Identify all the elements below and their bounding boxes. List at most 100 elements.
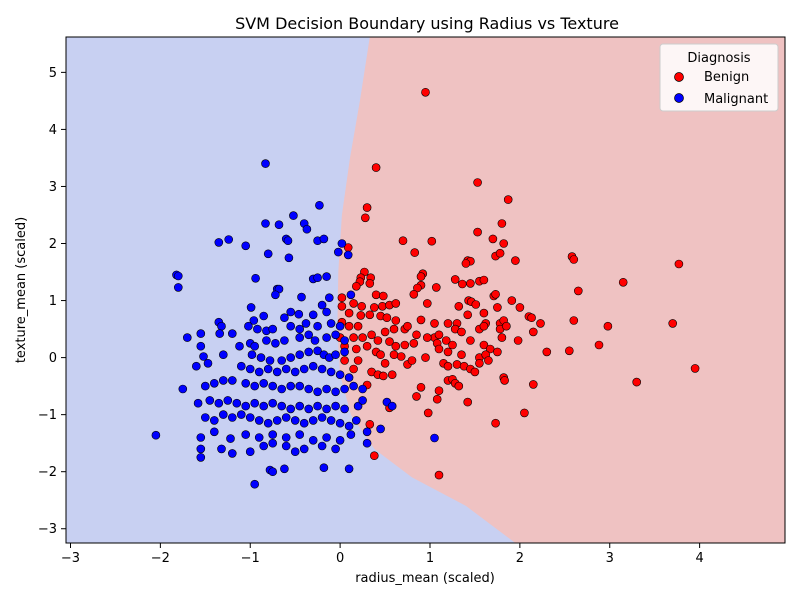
malignant-point-101 bbox=[210, 378, 219, 388]
malignant-point-109 bbox=[286, 381, 296, 391]
malignant-point-6 bbox=[302, 224, 312, 234]
malignant-point-30 bbox=[324, 293, 334, 303]
malignant-point-127 bbox=[277, 401, 287, 411]
malignant-point-15 bbox=[343, 250, 353, 260]
malignant-point-40 bbox=[249, 316, 259, 325]
benign-point-159 bbox=[500, 376, 509, 385]
benign-point-172 bbox=[491, 418, 500, 428]
malignant-point-19 bbox=[174, 271, 183, 281]
benign-point-135 bbox=[690, 364, 700, 373]
benign-point-149 bbox=[349, 364, 358, 374]
malignant-point-28 bbox=[271, 290, 280, 300]
malignant-point-158 bbox=[376, 424, 385, 434]
benign-point-42 bbox=[378, 291, 388, 301]
benign-point-108 bbox=[409, 338, 419, 348]
malignant-point-47 bbox=[301, 319, 311, 328]
benign-point-93 bbox=[434, 330, 444, 340]
malignant-point-16 bbox=[333, 247, 343, 257]
malignant-point-134 bbox=[340, 404, 349, 414]
malignant-point-64 bbox=[250, 341, 259, 351]
benign-point-80 bbox=[569, 316, 579, 325]
malignant-point-133 bbox=[331, 401, 340, 411]
benign-point-136 bbox=[340, 356, 349, 365]
malignant-point-142 bbox=[228, 413, 237, 422]
malignant-point-89 bbox=[263, 364, 273, 374]
malignant-point-48 bbox=[313, 321, 322, 331]
benign-point-152 bbox=[378, 371, 388, 381]
malignant-point-151 bbox=[308, 416, 318, 425]
malignant-point-178 bbox=[259, 441, 269, 451]
benign-point-132 bbox=[493, 347, 502, 357]
benign-point-146 bbox=[475, 358, 484, 368]
malignant-point-152 bbox=[317, 413, 327, 422]
benign-point-36 bbox=[351, 281, 361, 291]
malignant-point-180 bbox=[281, 441, 291, 451]
benign-point-113 bbox=[466, 336, 475, 345]
x-tick-label-0: 0 bbox=[336, 551, 344, 566]
benign-point-128 bbox=[443, 347, 453, 357]
malignant-point-139 bbox=[201, 413, 210, 422]
benign-point-103 bbox=[358, 333, 367, 342]
malignant-point-69 bbox=[304, 330, 314, 340]
malignant-point-167 bbox=[308, 435, 318, 445]
benign-point-81 bbox=[603, 321, 613, 331]
benign-point-163 bbox=[416, 382, 426, 392]
malignant-point-183 bbox=[317, 441, 327, 451]
malignant-point-90 bbox=[272, 367, 282, 377]
benign-point-84 bbox=[344, 321, 354, 331]
malignant-point-86 bbox=[237, 361, 246, 371]
malignant-point-99 bbox=[178, 384, 188, 394]
malignant-point-190 bbox=[344, 464, 354, 474]
malignant-point-187 bbox=[268, 467, 278, 477]
benign-point-153 bbox=[387, 370, 397, 380]
plot-frame bbox=[65, 36, 786, 544]
malignant-point-169 bbox=[335, 435, 345, 445]
malignant-point-159 bbox=[196, 433, 206, 442]
chart-title: SVM Decision Boundary using Radius vs Te… bbox=[235, 14, 619, 33]
benign-point-71 bbox=[430, 319, 439, 328]
benign-point-10 bbox=[488, 234, 498, 244]
malignant-point-147 bbox=[272, 416, 282, 425]
malignant-point-37 bbox=[280, 313, 289, 323]
benign-point-118 bbox=[594, 340, 604, 350]
malignant-point-108 bbox=[277, 384, 287, 394]
legend: Diagnosis Benign Malignant bbox=[659, 43, 779, 112]
benign-point-21 bbox=[569, 255, 579, 264]
malignant-point-85 bbox=[340, 347, 349, 357]
malignant-point-173 bbox=[151, 430, 161, 440]
malignant-point-79 bbox=[295, 350, 305, 360]
malignant-point-165 bbox=[281, 433, 291, 442]
malignant-point-166 bbox=[295, 430, 305, 439]
benign-point-16 bbox=[511, 256, 520, 265]
benign-point-7 bbox=[398, 236, 408, 245]
benign-point-78 bbox=[527, 313, 536, 323]
malignant-point-181 bbox=[290, 447, 300, 457]
malignant-point-62 bbox=[235, 341, 244, 351]
legend-label-malignant: Malignant bbox=[704, 92, 768, 107]
benign-point-0 bbox=[421, 88, 430, 97]
benign-point-63 bbox=[479, 308, 489, 318]
benign-point-53 bbox=[357, 301, 367, 311]
malignant-point-78 bbox=[286, 353, 296, 362]
malignant-point-68 bbox=[295, 333, 305, 342]
benign-point-173 bbox=[369, 451, 379, 461]
malignant-point-72 bbox=[331, 330, 340, 340]
malignant-point-75 bbox=[256, 353, 266, 362]
benign-point-125 bbox=[396, 352, 406, 361]
y-tick-label-5: 5 bbox=[49, 66, 57, 81]
benign-point-11 bbox=[499, 239, 509, 248]
benign-point-165 bbox=[463, 397, 473, 407]
malignant-point-88 bbox=[254, 367, 264, 377]
benign-point-47 bbox=[515, 303, 525, 312]
malignant-point-129 bbox=[295, 401, 305, 411]
malignant-point-73 bbox=[340, 336, 349, 345]
benign-point-3 bbox=[503, 195, 513, 204]
benign-point-86 bbox=[367, 330, 376, 340]
benign-point-19 bbox=[461, 259, 471, 268]
malignant-point-8 bbox=[283, 236, 293, 245]
benign-point-170 bbox=[520, 408, 529, 418]
malignant-point-77 bbox=[277, 356, 287, 365]
malignant-point-184 bbox=[331, 444, 340, 454]
benign-point-15 bbox=[495, 248, 505, 258]
benign-point-55 bbox=[378, 301, 387, 311]
